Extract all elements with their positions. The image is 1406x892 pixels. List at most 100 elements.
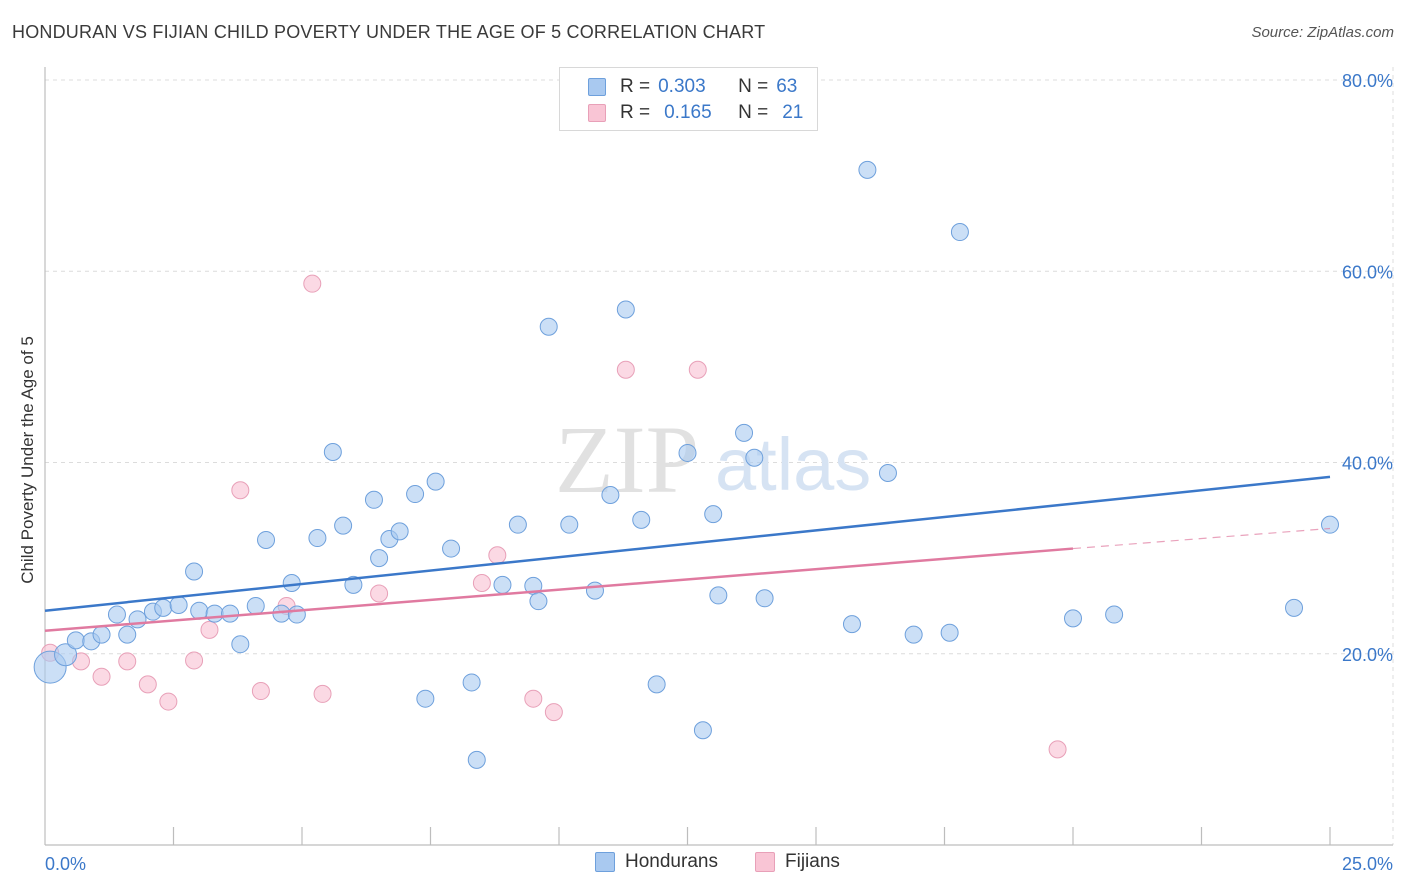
- hondurans-point: [940, 623, 959, 642]
- fijians-trend-line: [44, 547, 1074, 633]
- hondurans-point: [904, 625, 923, 644]
- hondurans-point: [344, 575, 363, 594]
- fijians-point: [231, 481, 250, 500]
- hondurans-point: [107, 605, 126, 624]
- fijians-point: [524, 689, 543, 708]
- n-value: 21: [782, 102, 804, 123]
- legend-row-hondurans: R = 0.303 N = 63: [588, 75, 797, 99]
- legend-swatch-hondurans: [595, 852, 615, 872]
- fijians-point: [118, 652, 137, 671]
- hondurans-point: [858, 160, 877, 179]
- hondurans-point: [416, 689, 435, 708]
- hondurans-point: [1285, 598, 1304, 617]
- hondurans-point: [704, 505, 723, 524]
- hondurans-point: [529, 592, 548, 611]
- hondurans-point: [406, 485, 425, 504]
- n-label: N =: [738, 76, 769, 97]
- hondurans-point: [493, 575, 512, 594]
- hondurans-point: [616, 300, 635, 319]
- hondurans-point: [231, 635, 250, 654]
- hondurans-point: [467, 750, 486, 769]
- hondurans-point: [246, 596, 265, 615]
- grid: [45, 67, 1394, 845]
- hondurans-point: [1064, 609, 1082, 628]
- fijians-point: [303, 274, 322, 293]
- fijians-point: [472, 573, 491, 592]
- y-axis-label: Child Poverty Under the Age of 5: [18, 336, 37, 584]
- hondurans-point: [54, 643, 78, 667]
- trend-lines: [44, 475, 1331, 633]
- fijians-point: [200, 620, 219, 639]
- fijians-point: [92, 667, 111, 686]
- r-value: 0.165: [664, 102, 712, 123]
- fijians-point: [313, 684, 332, 703]
- hondurans-point: [745, 448, 764, 467]
- hondurans-point: [185, 562, 204, 581]
- fijians-point: [544, 703, 563, 722]
- x-tick-label: 25.0%: [1342, 854, 1393, 874]
- hondurans-point: [92, 625, 111, 644]
- hondurans-point: [539, 317, 558, 336]
- hondurans-point: [390, 522, 409, 541]
- fijians-point: [616, 360, 635, 379]
- hondurans-point: [842, 615, 861, 634]
- fijians-point: [1048, 740, 1067, 759]
- hondurans-point: [169, 595, 188, 614]
- hondurans-point: [426, 472, 445, 491]
- hondurans-point: [878, 464, 897, 483]
- fijians-point: [138, 675, 157, 694]
- legend-swatch-fijians: [755, 852, 775, 872]
- fijians-trend-extension: [1072, 527, 1331, 550]
- n-value: 63: [776, 76, 798, 97]
- hondurans-point: [118, 625, 137, 644]
- hondurans-point: [66, 631, 85, 650]
- x-tick-label: 0.0%: [45, 854, 86, 874]
- fijians-point: [185, 651, 204, 670]
- hondurans-point: [282, 573, 301, 592]
- hondurans-point: [560, 515, 579, 534]
- r-label: R =: [620, 102, 651, 123]
- hondurans-point: [462, 673, 481, 692]
- hondurans-point: [508, 515, 527, 534]
- r-label: R =: [620, 76, 651, 97]
- x-tick-labels: 0.0% 25.0%: [45, 854, 1393, 874]
- stats-legend: R = 0.303 N = 63 R = 0.165 N = 21: [559, 67, 818, 131]
- hondurans-point: [442, 539, 461, 558]
- hondurans-point: [205, 604, 224, 623]
- hondurans-point: [128, 610, 147, 629]
- y-tick-label: 40.0%: [1342, 454, 1393, 474]
- hondurans-point: [632, 510, 651, 529]
- hondurans-point: [364, 490, 383, 509]
- legend-swatch-hondurans: [588, 78, 606, 96]
- legend-item-hondurans: Hondurans: [595, 851, 718, 873]
- hondurans-point: [370, 549, 389, 568]
- hondurans-point: [585, 581, 604, 600]
- watermark-zip: ZIP: [555, 406, 699, 513]
- hondurans-point: [257, 530, 276, 549]
- hondurans-point: [735, 423, 754, 442]
- hondurans-point: [334, 516, 353, 535]
- y-tick-label: 60.0%: [1342, 262, 1393, 282]
- hondurans-point: [1321, 515, 1339, 534]
- hondurans-point: [221, 604, 240, 623]
- fijians-points: [41, 274, 1067, 759]
- fijians-point: [370, 584, 389, 603]
- source-label: Source: ZipAtlas.com: [1251, 24, 1394, 41]
- axes: [44, 67, 1393, 846]
- legend-label-hondurans: Hondurans: [625, 851, 718, 872]
- hondurans-point: [709, 586, 728, 605]
- hondurans-points: [33, 160, 1339, 769]
- hondurans-point: [950, 223, 969, 242]
- chart-title: HONDURAN VS FIJIAN CHILD POVERTY UNDER T…: [12, 22, 766, 42]
- fijians-point: [488, 546, 507, 565]
- y-tick-labels: 20.0% 40.0% 60.0% 80.0%: [1342, 71, 1393, 665]
- fijians-point: [159, 692, 178, 711]
- legend-swatch-fijians: [588, 104, 606, 122]
- legend-item-fijians: Fijians: [755, 851, 840, 873]
- hondurans-point: [755, 589, 774, 608]
- hondurans-point: [693, 721, 712, 740]
- hondurans-point: [154, 598, 173, 617]
- series-legend: Hondurans Fijians: [0, 851, 1406, 877]
- n-label: N =: [738, 102, 769, 123]
